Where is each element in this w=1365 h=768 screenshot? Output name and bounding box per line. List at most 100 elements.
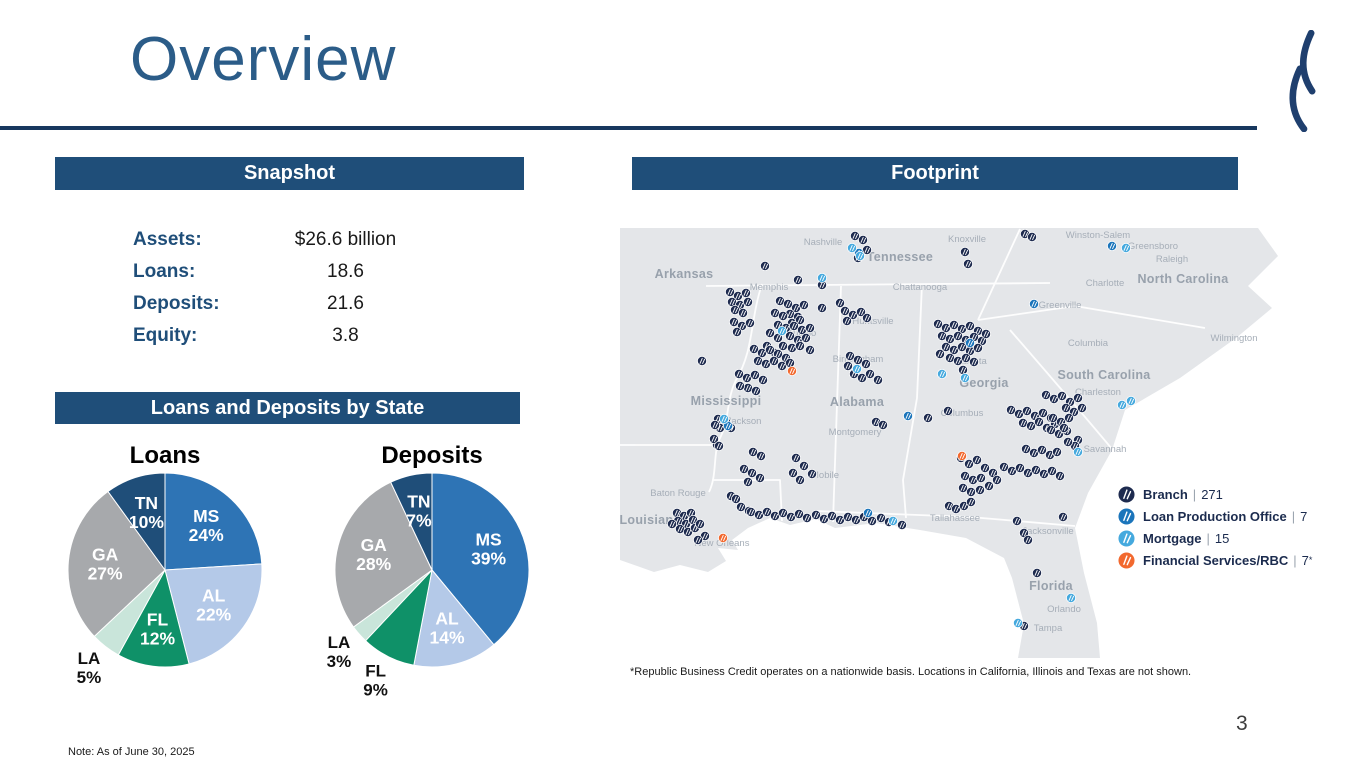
branch-dot: [697, 356, 707, 366]
branch-dot: [845, 351, 855, 361]
branch-dot: [858, 235, 868, 245]
branch-dot: [862, 313, 872, 323]
branch-dot: [758, 375, 768, 385]
city-label: Greenville: [1039, 300, 1082, 311]
state-label: Tennessee: [867, 250, 933, 264]
branch-dot: [745, 318, 755, 328]
branch-dot: [1031, 465, 1041, 475]
branch-dot: [778, 341, 788, 351]
branch-dot: [725, 287, 735, 297]
branch-dot: [793, 275, 803, 285]
branch-dot: [675, 524, 685, 534]
branch-dot: [957, 342, 967, 352]
city-label: Memphis: [750, 282, 789, 293]
snapshot-header-bar: Snapshot: [55, 157, 524, 190]
branch-dot: [775, 296, 785, 306]
legend-item-loan-production-office: Loan Production Office | 7: [1118, 505, 1312, 527]
branch-dot: [1007, 466, 1017, 476]
city-label: Baton Rouge: [650, 488, 705, 499]
branch-dot: [1041, 390, 1051, 400]
branch-dot: [749, 344, 759, 354]
pie-label-la: LA 3%: [327, 633, 352, 671]
city-label: New Orleans: [695, 538, 750, 549]
branch-dot: [788, 468, 798, 478]
city-label: Greensboro: [1128, 241, 1178, 252]
branch-dot: [1026, 421, 1036, 431]
branch-dot: [770, 308, 780, 318]
branch-dot: [1027, 232, 1037, 242]
branch-dot: [964, 459, 974, 469]
branch-dot: [1021, 444, 1031, 454]
branch-dot: [1052, 447, 1062, 457]
pie-slice-al: [413, 568, 495, 668]
branch-dot: [801, 333, 811, 343]
mortgage-dot: [847, 243, 857, 253]
footprint-legend: Branch | 271 Loan Production Office | 7 …: [1118, 483, 1312, 571]
city-label: Knoxville: [948, 234, 986, 245]
branch-dot: [843, 512, 853, 522]
branch-dot: [973, 343, 983, 353]
loans-deposits-by-state-header-bar: Loans and Deposits by State: [55, 392, 520, 424]
branch-dot: [856, 307, 866, 317]
legend-name: Branch: [1143, 486, 1188, 502]
pie-label-ms: MS 39%: [471, 530, 506, 569]
branch-dot: [811, 510, 821, 520]
footprint-header-bar: Footprint: [632, 157, 1238, 190]
branch-dot: [865, 369, 875, 379]
branch-dot: [786, 512, 796, 522]
branch-dot: [777, 361, 787, 371]
branch-dot: [960, 247, 970, 257]
city-label: Columbia: [1068, 338, 1109, 349]
branch-dot: [741, 288, 751, 298]
loan-production-office-dot: [1107, 241, 1117, 251]
branch-dot: [732, 327, 742, 337]
branch-dot: [738, 308, 748, 318]
branch-dot: [843, 361, 853, 371]
branch-dot: [1034, 417, 1044, 427]
branch-dot: [693, 535, 703, 545]
branch-dot: [802, 513, 812, 523]
snapshot-row-equity: Equity: 3.8: [133, 320, 408, 352]
pie-slice-ms: [431, 472, 530, 646]
branch-dot: [984, 481, 994, 491]
pie-label-ga: GA 27%: [88, 544, 123, 583]
branch-dot: [805, 323, 815, 333]
snapshot-table: Assets: $26.6 billion Loans: 18.6 Deposi…: [133, 224, 408, 352]
loans-pie-chart: MS 24% AL 22% FL 12% LA 5% GA 27%TN 10%: [67, 472, 263, 687]
loan-production-office-dot: [1029, 299, 1039, 309]
legend-item-branch: Branch | 271: [1118, 483, 1312, 505]
branch-dot: [862, 245, 872, 255]
branch-dot: [785, 331, 795, 341]
mortgage-dot: [719, 414, 729, 424]
branch-dot: [850, 231, 860, 241]
city-label: Nashville: [804, 237, 843, 248]
pie-slice-ga: [334, 481, 433, 628]
financial-services-rbc-dot: [718, 533, 728, 543]
branch-dot: [861, 359, 871, 369]
branch-dot: [743, 477, 753, 487]
branch-dot: [769, 356, 779, 366]
state-label: Arkansas: [655, 267, 714, 281]
pie-label-tn: TN 7%: [406, 491, 432, 530]
legend-count: 271: [1201, 486, 1223, 502]
branch-dot: [976, 473, 986, 483]
city-label: Jacksonville: [1022, 526, 1073, 537]
branch-dot: [1073, 393, 1083, 403]
branch-marker-icon: [1118, 485, 1135, 503]
legend-item-financial-services-rbc: Financial Services/RBC | 7 *: [1118, 549, 1312, 571]
branch-dot: [943, 406, 953, 416]
snapshot-value: 3.8: [332, 325, 359, 346]
map-location-dots: [667, 229, 1136, 631]
legend-count: 15: [1214, 530, 1230, 546]
mortgage-dot: [777, 326, 787, 336]
branch-dot: [778, 508, 788, 518]
map-footnote: *Republic Business Credit operates on a …: [630, 666, 1192, 678]
branch-dot: [966, 497, 976, 507]
loan-production-office-dot: [863, 508, 873, 518]
branch-dot: [1064, 413, 1074, 423]
pie-slice-al: [164, 563, 263, 665]
pie-label-fl: FL 9%: [363, 662, 388, 700]
city-label: Charleston: [1075, 387, 1121, 398]
branch-dot: [750, 370, 760, 380]
city-label: Jackson: [727, 416, 762, 427]
